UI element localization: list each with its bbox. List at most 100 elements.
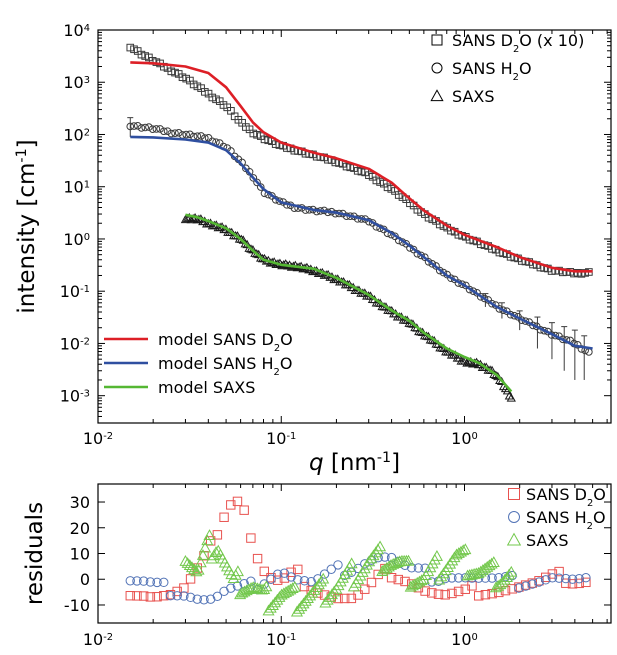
residual-point	[561, 573, 571, 584]
residual-point	[293, 564, 303, 575]
residual-point	[272, 569, 283, 579]
residual-point	[125, 576, 135, 586]
residual-point	[402, 554, 415, 566]
residual-point	[393, 574, 403, 585]
data-point	[171, 129, 179, 137]
residual-point	[295, 600, 308, 612]
residual-point	[284, 583, 297, 595]
residual-point	[561, 578, 571, 588]
residual-point	[145, 592, 156, 602]
residual-point	[306, 576, 316, 587]
y-tick-label: 10	[70, 545, 90, 564]
legend-label: model SANS D2O	[158, 330, 293, 354]
data-point	[256, 183, 265, 191]
residual-point	[260, 580, 273, 592]
data-point	[460, 356, 470, 365]
residual-point	[507, 584, 517, 594]
y-tick-label: 10-3	[60, 387, 90, 406]
residual-point	[339, 593, 350, 604]
residual-point	[346, 593, 357, 604]
residual-point	[185, 561, 199, 573]
residual-point	[239, 505, 249, 515]
data-point	[188, 213, 198, 223]
residual-point	[345, 557, 358, 569]
residual-point	[183, 559, 196, 571]
residual-point	[454, 545, 468, 557]
residual-point	[534, 577, 544, 587]
residual-point	[179, 555, 192, 566]
data-point	[480, 294, 489, 303]
residual-point	[319, 596, 332, 608]
residual-point	[487, 573, 497, 583]
data-point	[464, 357, 474, 366]
data-point	[186, 214, 196, 224]
residual-point	[293, 575, 303, 585]
residual-point	[159, 577, 169, 588]
residual-point	[319, 569, 330, 579]
data-point	[174, 129, 183, 137]
residual-point	[480, 589, 491, 600]
residual-point	[483, 559, 496, 571]
residual-point	[219, 512, 229, 522]
data-point	[499, 306, 507, 314]
x-tick-label: 10-1	[266, 429, 296, 448]
data-point	[152, 125, 161, 133]
residual-point	[152, 577, 162, 588]
residual-point	[400, 576, 410, 587]
y-tick-label: 20	[70, 519, 90, 538]
residual-point	[132, 591, 142, 601]
residual-point	[259, 566, 269, 577]
residual-point	[323, 591, 336, 602]
data-point	[469, 287, 478, 295]
residual-point	[581, 572, 591, 583]
residual-point	[288, 580, 301, 592]
residual-point	[567, 574, 578, 584]
legend-marker	[431, 34, 443, 46]
x-tick-label: 100	[451, 630, 478, 649]
data-point	[133, 121, 142, 130]
y-tick-label: 0	[80, 570, 90, 589]
data-point	[435, 266, 444, 275]
residual-point	[413, 563, 424, 573]
residual-point	[172, 591, 182, 601]
residual-point	[386, 572, 397, 583]
y-axis-label: intensity [cm-1]	[14, 139, 40, 313]
legend-marker	[506, 532, 522, 546]
residual-point	[496, 576, 509, 588]
residual-point	[125, 591, 135, 601]
y-tick-label: -10	[64, 596, 90, 615]
residual-point	[541, 572, 551, 583]
residual-point	[467, 581, 477, 591]
residual-point	[286, 572, 296, 582]
y-tick-label: 10-2	[60, 334, 90, 353]
legend-marker	[430, 89, 444, 102]
residual-point	[272, 575, 283, 585]
residual-point	[500, 571, 513, 582]
residual-point	[433, 589, 444, 599]
residual-point	[459, 543, 472, 555]
model-line	[130, 135, 593, 350]
residual-point	[514, 583, 524, 593]
residual-point	[452, 547, 465, 558]
data-point	[409, 245, 418, 254]
residual-point	[567, 579, 578, 589]
residual-point	[212, 591, 223, 602]
residual-point	[554, 566, 564, 577]
residual-point	[325, 588, 338, 600]
data-layer	[126, 43, 593, 402]
intensity-panel: 10-3 10-2 10-1 100 101 102 103 104 10-2 10-1 100 in…	[14, 21, 612, 476]
y-tick-label: 101	[63, 178, 90, 197]
residual-point	[380, 562, 393, 573]
x-axis-label: q [nm-1]	[309, 450, 400, 476]
residual-point	[406, 579, 419, 591]
residual-point	[192, 563, 205, 575]
residual-point	[226, 500, 236, 510]
residual-point	[185, 574, 196, 584]
data-point	[182, 130, 190, 139]
residual-point	[290, 605, 303, 617]
residual-point	[527, 579, 538, 589]
residual-point	[199, 595, 209, 605]
y-tick-label: 30	[70, 493, 90, 512]
residual-point	[152, 592, 162, 602]
